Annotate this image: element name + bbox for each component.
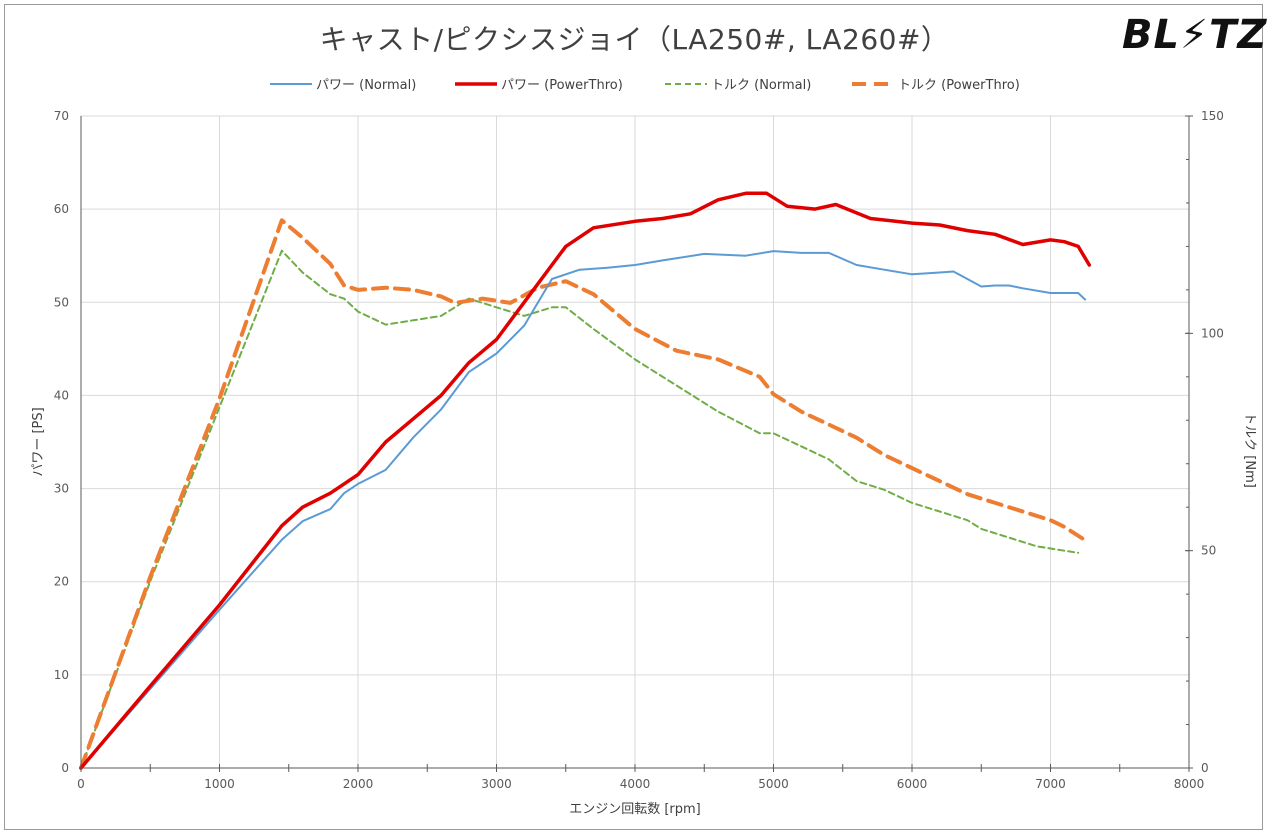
- x-tick-label: 8000: [1174, 777, 1205, 791]
- x-tick-label: 4000: [620, 777, 651, 791]
- y-left-tick-label: 60: [54, 202, 69, 216]
- legend-label: トルク (PowerThro): [898, 78, 1020, 93]
- series-line-1: [79, 191, 1092, 770]
- chart-frame: [4, 4, 1263, 830]
- y-right-tick-label: 0: [1201, 761, 1209, 775]
- x-axis-title: エンジン回転数 [rpm]: [569, 802, 701, 817]
- y-right-tick-label: 150: [1201, 109, 1224, 123]
- y-left-tick-label: 70: [54, 109, 69, 123]
- y-left-tick-label: 20: [54, 575, 69, 589]
- legend-label: パワー (Normal): [316, 78, 416, 93]
- series-line-3: [79, 218, 1090, 770]
- x-tick-label: 2000: [343, 777, 374, 791]
- x-tick-label: 1000: [204, 777, 235, 791]
- x-tick-label: 7000: [1035, 777, 1066, 791]
- legend-label: パワー (PowerThro): [501, 78, 623, 93]
- x-tick-label: 3000: [481, 777, 512, 791]
- y-right-tick-label: 50: [1201, 544, 1216, 558]
- legend-label: トルク (Normal): [711, 78, 811, 93]
- y-right-axis-title: トルク [Nm]: [1242, 412, 1257, 488]
- y-left-tick-label: 50: [54, 295, 69, 309]
- y-right-tick-label: 100: [1201, 326, 1224, 340]
- x-tick-label: 0: [77, 777, 85, 791]
- grid-layer: [80, 115, 1190, 769]
- x-tick-label: 6000: [897, 777, 928, 791]
- series-line-2: [80, 249, 1080, 769]
- y-left-tick-label: 30: [54, 482, 69, 496]
- ticks-layer: 0 1000 2000 3000 4000 5000 6000 7000 80000102030…: [54, 109, 1224, 791]
- chart-title: キャスト/ピクシスジョイ（LA250#, LA260#）: [319, 23, 950, 56]
- series-layer: [79, 191, 1092, 770]
- x-tick-label: 5000: [758, 777, 789, 791]
- brand-logo: BL⚡TZ: [1122, 12, 1268, 58]
- y-left-tick-label: 10: [54, 668, 69, 682]
- legend: パワー (Normal) パワー (PowerThro) トルク (Normal) ト…: [270, 78, 1020, 93]
- y-left-tick-label: 40: [54, 388, 69, 402]
- y-left-tick-label: 0: [61, 761, 69, 775]
- y-left-axis-title: パワー [PS]: [31, 407, 46, 476]
- series-line-0: [80, 250, 1087, 769]
